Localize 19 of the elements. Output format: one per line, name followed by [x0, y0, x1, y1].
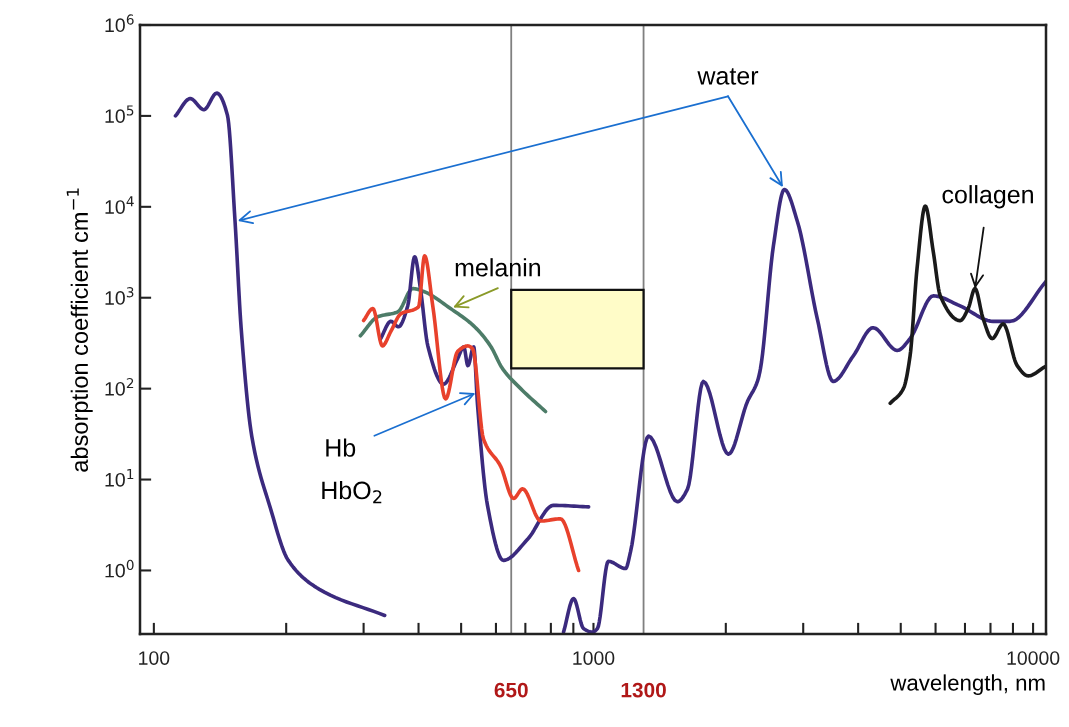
annotation: HbO$_{2}$: [322, 480, 382, 504]
ref-line-label: 1300: [621, 682, 666, 698]
y-axis-title: absorption coefficient cm$^{−1}$: [66, 188, 93, 472]
x-tick-label: 10000: [1007, 651, 1060, 665]
y-tick-label: 10$^{5}$: [105, 105, 134, 124]
x-tick-label: 100: [139, 651, 170, 665]
annotation: water: [697, 68, 759, 85]
y-tick-label: 10$^{0}$: [105, 559, 134, 578]
x-axis-title: wavelength, nm: [890, 674, 1045, 696]
x-tick-label: 1000: [573, 651, 615, 665]
annotation: melanin: [455, 258, 541, 277]
ref-line-label: 650: [494, 682, 528, 698]
annotation: collagen: [942, 185, 1033, 209]
y-tick-label: 10$^{6}$: [105, 14, 134, 33]
y-tick-label: 10$^{2}$: [105, 377, 134, 396]
y-tick-label: 10$^{1}$: [105, 469, 134, 487]
y-tick-label: 10$^{4}$: [105, 196, 134, 214]
annotation: Hb: [326, 438, 356, 457]
y-tick-label: 10$^{3}$: [105, 287, 134, 305]
